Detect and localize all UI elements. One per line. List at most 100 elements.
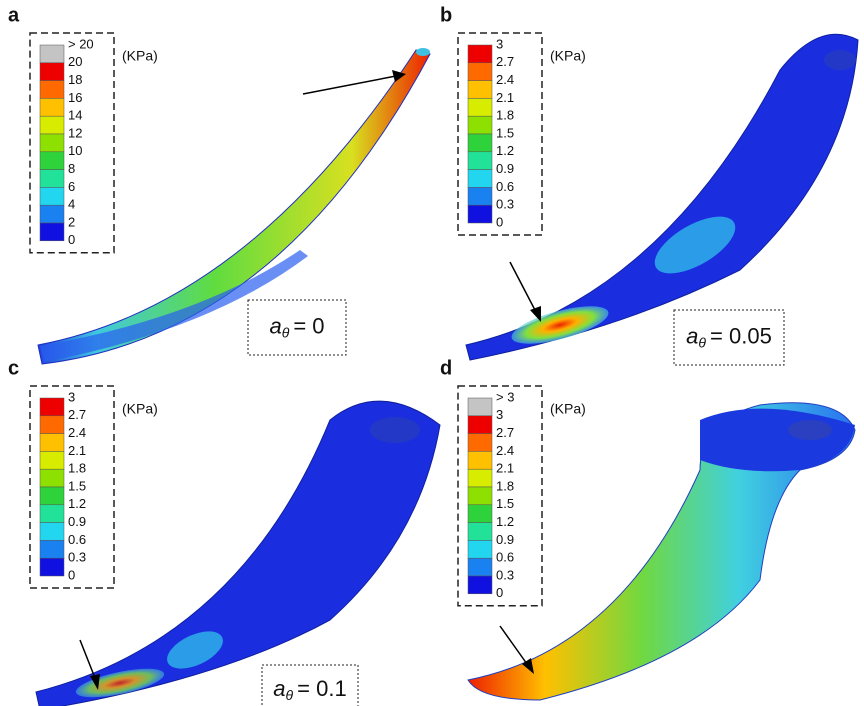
legend-label: 0.6 (496, 179, 514, 194)
unit-label: (KPa) (550, 48, 586, 64)
legend-label: 0.3 (496, 567, 514, 582)
legend-swatch (467, 433, 493, 452)
legend-swatch (467, 187, 493, 206)
legend-swatch (467, 80, 493, 99)
annotation-subscript: θ (698, 334, 706, 350)
legend-label: > 3 (496, 389, 514, 404)
legend-label: 1.8 (496, 478, 514, 493)
panel: d > 3 3 2.7 2.4 2.1 1.8 1.5 1.2 0.9 0.6 0.3 0 (KPa) (440, 357, 586, 607)
annotation: aθ = 0.1 (273, 676, 346, 703)
legend-label: 3 (496, 407, 503, 422)
legend-swatch (467, 169, 493, 188)
legend-swatch (39, 451, 65, 470)
legend-label: 2.4 (68, 425, 86, 440)
panel: c 3 2.7 2.4 2.1 1.8 1.5 1.2 0.9 0.6 0.3 0 (KPa) aθ = 0… (8, 357, 359, 706)
legend-label: 6 (68, 179, 75, 194)
legend-label: 4 (68, 197, 75, 212)
legend-swatch (39, 557, 65, 577)
legend-label: 2.4 (496, 72, 514, 87)
legend-swatch (39, 540, 65, 559)
legend-label: 1.5 (496, 496, 514, 511)
unit-label: (KPa) (122, 48, 158, 64)
legend-label: 18 (68, 72, 82, 87)
annotation-box (247, 299, 347, 356)
legend-label: 0.9 (496, 532, 514, 547)
annotation-subscript: θ (282, 324, 290, 340)
legend-swatch (39, 433, 65, 452)
model-c (35, 400, 441, 706)
legend-swatch (39, 397, 65, 417)
legend-label: 2.1 (68, 443, 86, 458)
legend-swatch (467, 468, 493, 488)
model-b (465, 33, 859, 361)
legend-swatch (467, 575, 493, 595)
legend-swatch (467, 522, 493, 541)
legend-swatch (467, 204, 493, 224)
panel-label: a (8, 4, 20, 26)
legend-label: 0.6 (496, 550, 514, 565)
legend-label: 16 (68, 90, 82, 105)
legend-swatch (39, 415, 65, 434)
legend-swatch (467, 62, 493, 81)
legend-swatch (39, 169, 65, 188)
legend-box (29, 32, 115, 254)
unit-label: (KPa) (550, 401, 586, 417)
legend-swatch (39, 204, 65, 224)
panel: b 3 2.7 2.4 2.1 1.8 1.5 1.2 0.9 0.6 0.3 0 (KPa) aθ = 0… (440, 4, 785, 366)
legend-swatch (467, 98, 493, 117)
panel-label: b (440, 4, 452, 26)
legend-swatch (467, 451, 493, 470)
legend-label: 2.1 (496, 90, 514, 105)
legend-swatch (39, 486, 65, 506)
annotation-box (261, 664, 359, 706)
legend-label: > 20 (68, 36, 94, 51)
legend-swatch (39, 98, 65, 117)
legend-swatch (39, 133, 65, 153)
legend-label: 2.7 (68, 407, 86, 422)
legend-label: 2.4 (496, 443, 514, 458)
legend-swatch (39, 187, 65, 206)
legend-label: 10 (68, 143, 82, 158)
annotation-text: = 0.1 (297, 676, 347, 701)
annotation-symbol: a (686, 323, 698, 348)
legend-label: 12 (68, 125, 82, 140)
legend-label: 1.2 (496, 143, 514, 158)
legend-swatch (39, 468, 65, 488)
legend-label: 0 (496, 214, 503, 229)
panel-label: c (8, 357, 19, 379)
panel-label: d (440, 357, 452, 379)
model-d (467, 402, 856, 701)
legend-label: 0 (68, 232, 75, 247)
annotation-subscript: θ (286, 687, 294, 703)
legend-label: 20 (68, 54, 82, 69)
legend-box (457, 385, 543, 607)
legend-swatch (467, 415, 493, 434)
legend-swatch (39, 80, 65, 99)
legend-swatch (467, 44, 493, 64)
annotation-symbol: a (273, 676, 285, 701)
legend-swatch (467, 504, 493, 523)
annotation-box (673, 309, 785, 366)
legend-swatch (39, 222, 65, 242)
legend-label: 0.3 (496, 197, 514, 212)
legend-label: 2.1 (496, 461, 514, 476)
legend-swatch (39, 151, 65, 170)
legend-label: 1.5 (68, 478, 86, 493)
annotation-symbol: a (269, 313, 281, 338)
legend-label: 3 (68, 389, 75, 404)
legend-label: 1.2 (496, 514, 514, 529)
annotation-text: = 0.05 (710, 323, 772, 348)
unit-label: (KPa) (122, 401, 158, 417)
legend-swatch (467, 115, 493, 135)
legend-swatch (39, 62, 65, 81)
annotation: aθ = 0 (269, 313, 324, 340)
legend-swatch (39, 522, 65, 541)
legend-label: 2.7 (496, 54, 514, 69)
legend-label: 8 (68, 161, 75, 176)
legend-label: 0 (68, 567, 75, 582)
legend-swatch (467, 557, 493, 577)
legend-label: 0 (496, 585, 503, 600)
legend-label: 0.3 (68, 550, 86, 565)
legend-label: 1.8 (68, 461, 86, 476)
